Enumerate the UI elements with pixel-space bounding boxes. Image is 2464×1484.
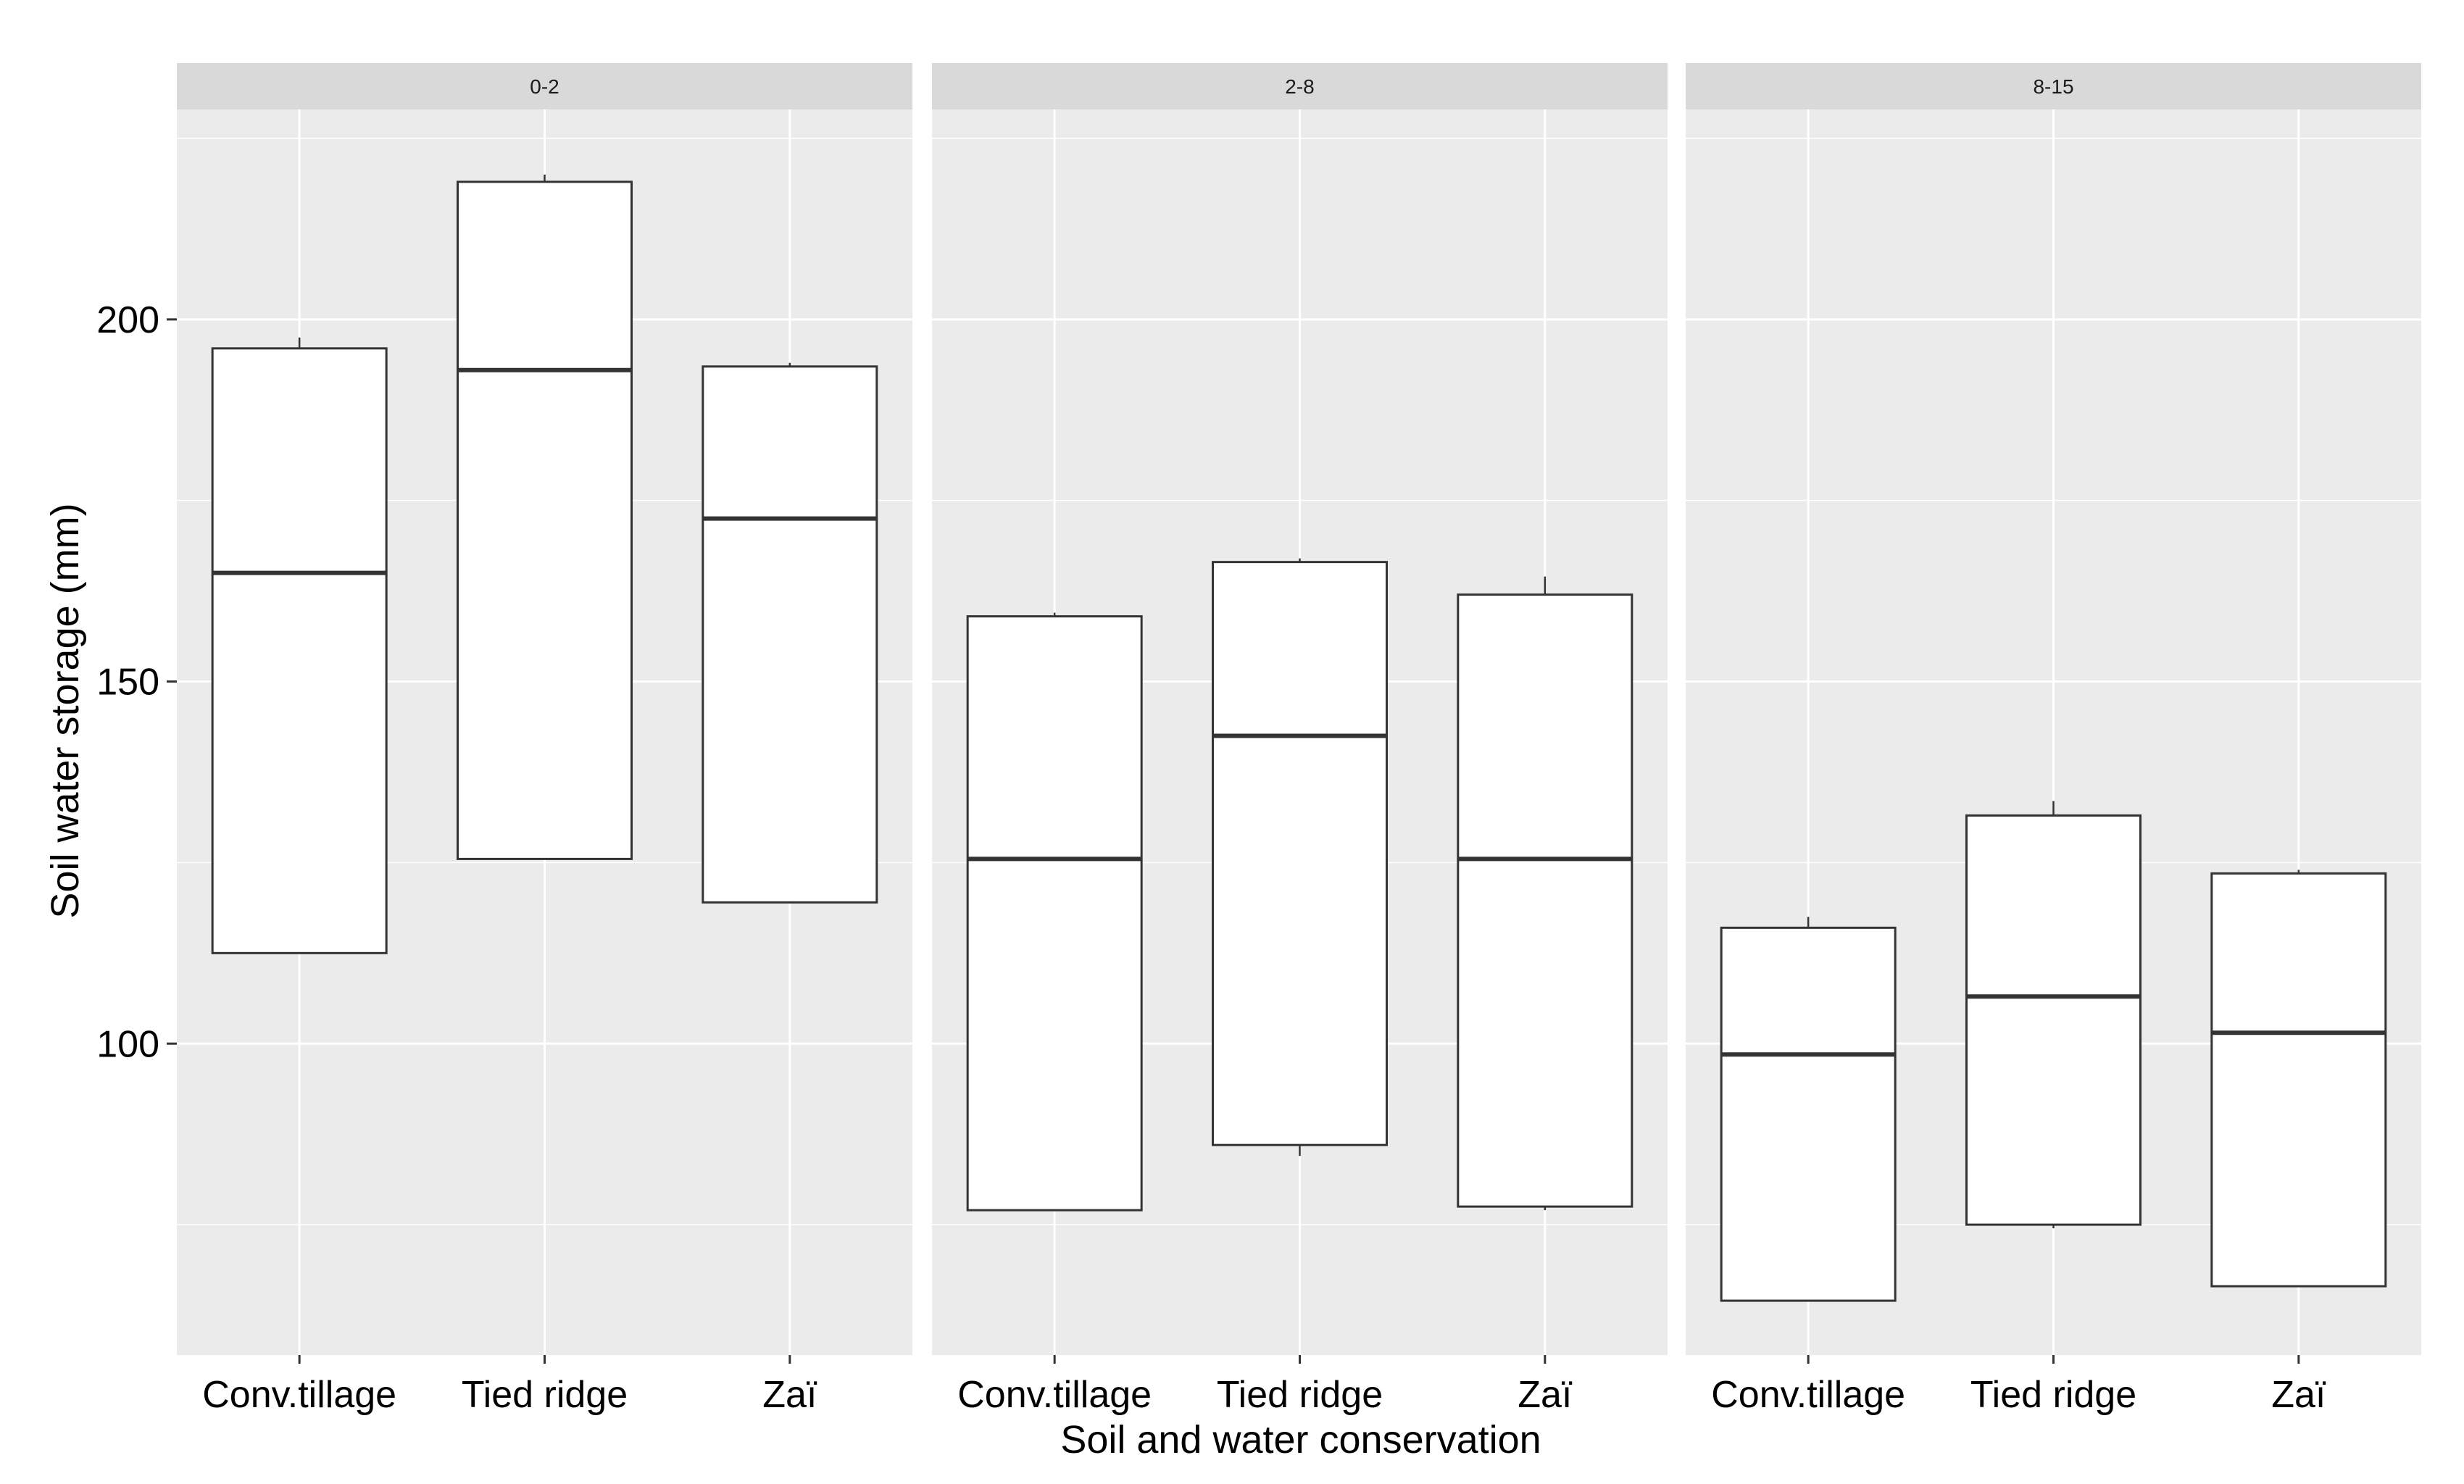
y-tick-label: 150 <box>96 662 159 704</box>
facet-strip-label: 0-2 <box>530 75 559 98</box>
facet-panels: 0-2 Conv.tillage Tied ridge Zaï 2-8 Conv.till… <box>177 63 2421 1416</box>
y-axis-title: Soil water storage (mm) <box>43 503 87 918</box>
facet-panel: 2-8 Conv.tillage Tied ridge Zaï <box>932 63 1668 1416</box>
x-tick-label: Tied ridge <box>1217 1374 1383 1416</box>
box-1 <box>1212 558 1388 1156</box>
x-tick-label: Zaï <box>762 1374 817 1416</box>
facet-panel: 0-2 Conv.tillage Tied ridge Zaï <box>177 63 912 1416</box>
x-axis-title: Soil and water conservation <box>1060 1418 1541 1462</box>
x-tick-label: Tied ridge <box>1970 1374 2136 1416</box>
facet-strip-label: 2-8 <box>1285 75 1314 98</box>
facet-strip-label: 8-15 <box>2033 75 2073 98</box>
box-2 <box>702 362 878 904</box>
box-0 <box>1720 917 1897 1302</box>
box-body <box>2210 872 2387 1288</box>
box-body <box>1212 561 1388 1146</box>
y-tick-label: 200 <box>96 299 159 341</box>
box-1 <box>457 174 633 860</box>
box-body <box>1457 593 1633 1208</box>
box-body <box>1965 814 2142 1226</box>
y-axis: 100 150 200 <box>96 299 177 1065</box>
x-tick-label: Tied ridge <box>462 1374 628 1416</box>
box-body <box>457 180 633 860</box>
box-0 <box>211 337 388 954</box>
y-tick-label: 100 <box>96 1023 159 1065</box>
facet-panel: 8-15 Conv.tillage Tied ridge Zaï <box>1686 63 2421 1416</box>
x-tick-label: Zaï <box>1518 1374 1573 1416</box>
x-tick-label: Conv.tillage <box>202 1374 396 1416</box>
box-body <box>1720 926 1897 1302</box>
box-0 <box>966 612 1143 1212</box>
facet-strip <box>932 63 1668 109</box>
box-2 <box>1457 576 1633 1211</box>
facet-strip <box>177 63 912 109</box>
x-tick-label: Conv.tillage <box>1711 1374 1905 1416</box>
box-2 <box>2210 870 2387 1288</box>
x-tick-label: Conv.tillage <box>957 1374 1152 1416</box>
box-body <box>211 347 388 954</box>
x-tick-label: Zaï <box>2271 1374 2326 1416</box>
box-body <box>966 615 1143 1212</box>
box-body <box>702 365 878 904</box>
facet-strip <box>1686 63 2421 109</box>
box-1 <box>1965 801 2142 1229</box>
